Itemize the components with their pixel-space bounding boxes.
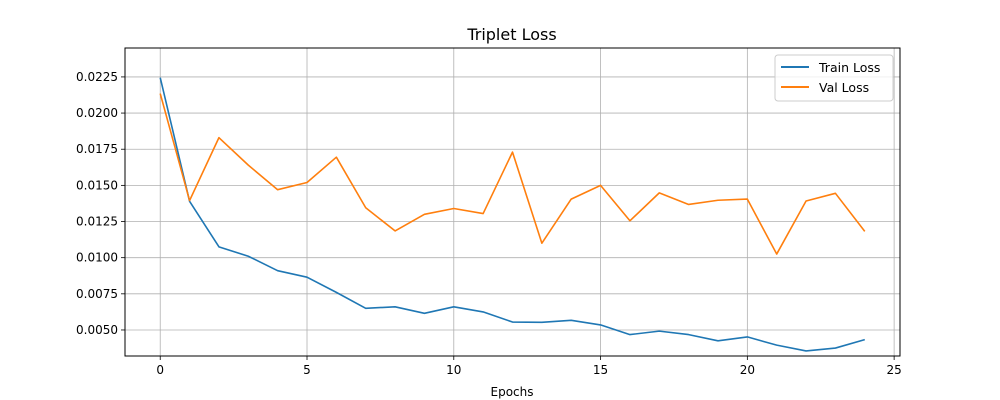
- series-lines: [159, 77, 866, 352]
- y-tick-label: 0.0200: [76, 106, 118, 120]
- legend-label-val-loss: Val Loss: [819, 80, 869, 95]
- y-tick-label: 0.0175: [76, 142, 118, 156]
- x-tick-label: 15: [593, 363, 608, 377]
- axis-ticks: 0 5 10 15 20 25 0.0050 0.0075 0.0100 0.0125 0.0150…: [76, 70, 902, 377]
- y-tick-label: 0.0050: [76, 323, 118, 337]
- series-line-val-loss: [159, 93, 866, 255]
- x-axis-label: Epochs: [491, 385, 534, 399]
- y-tick-label: 0.0125: [76, 215, 118, 229]
- legend-label-train-loss: Train Loss: [818, 60, 880, 75]
- series-line-train-loss: [159, 77, 865, 352]
- x-tick-label: 25: [886, 363, 901, 377]
- x-tick-label: 10: [446, 363, 461, 377]
- y-tick-label: 0.0150: [76, 178, 118, 192]
- grid: [125, 48, 900, 356]
- legend: Train Loss Val Loss: [774, 54, 894, 102]
- chart-title: Triplet Loss: [466, 25, 556, 44]
- x-tick-label: 0: [156, 363, 164, 377]
- x-tick-label: 5: [303, 363, 311, 377]
- y-tick-label: 0.0225: [76, 70, 118, 84]
- y-tick-label: 0.0100: [76, 251, 118, 265]
- y-tick-label: 0.0075: [76, 287, 118, 301]
- plot-frame: [124, 47, 901, 357]
- x-tick-label: 20: [740, 363, 755, 377]
